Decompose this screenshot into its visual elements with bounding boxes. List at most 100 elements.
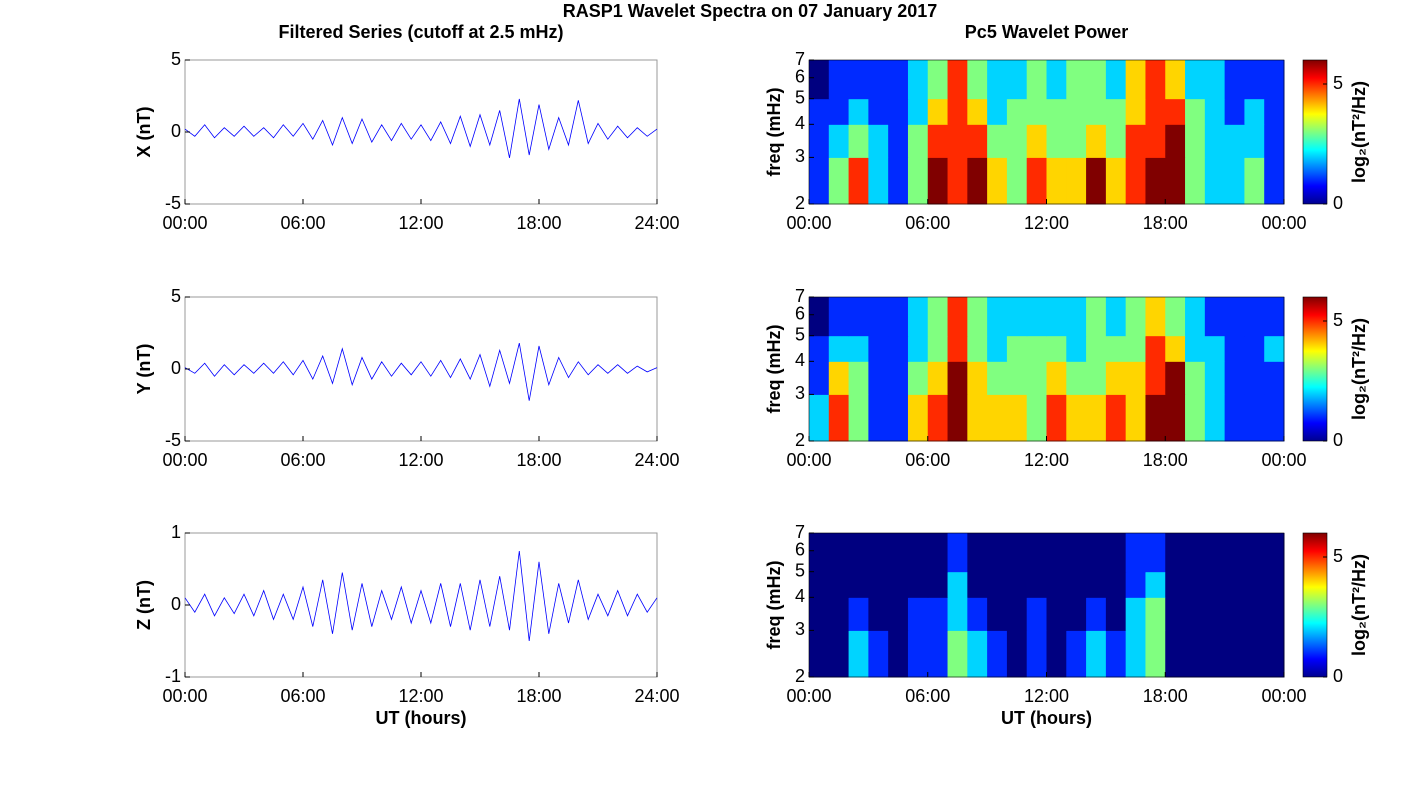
heat-cell	[1086, 157, 1107, 205]
heat-cell	[888, 124, 909, 158]
heat-cell	[848, 571, 869, 598]
x-tick-label: 06:00	[280, 686, 325, 706]
heat-cell	[907, 394, 929, 442]
x-tick-label: 06:00	[905, 686, 950, 706]
colorbar-tick-label: 0	[1333, 666, 1343, 686]
heat-cell	[828, 571, 850, 598]
heat-cell	[1026, 361, 1047, 395]
heat-cell	[1125, 157, 1146, 205]
heat-cell	[809, 630, 830, 678]
x-tick-label: 00:00	[1261, 213, 1306, 233]
x-tick-label: 00:00	[162, 686, 207, 706]
heat-cell	[1185, 630, 1206, 678]
x-tick-label: 12:00	[398, 686, 443, 706]
heat-cell	[1006, 597, 1028, 631]
heat-cell	[1224, 60, 1245, 100]
heat-cell	[1264, 98, 1285, 125]
x-tick-label: 12:00	[1024, 213, 1069, 233]
x-tick-label: 18:00	[1143, 686, 1188, 706]
heat-cell	[1244, 597, 1265, 631]
heat-cell	[947, 571, 968, 598]
colorbar-tick-label: 0	[1333, 193, 1343, 213]
heat-cell	[907, 630, 929, 678]
heat-cell	[1264, 60, 1285, 100]
heat-cell	[1105, 361, 1127, 395]
heat-cell	[1185, 571, 1206, 598]
plot-area	[184, 532, 658, 678]
colorbar	[1302, 296, 1328, 442]
heat-cell	[809, 571, 830, 598]
heat-cell	[1125, 571, 1146, 598]
heat-cell	[868, 60, 889, 100]
y-axis-label: X (nT)	[134, 107, 154, 158]
heat-cell	[907, 124, 929, 158]
heat-cell	[1006, 533, 1028, 573]
heat-cell	[888, 361, 909, 395]
heat-cell	[1165, 60, 1186, 100]
heat-cell	[1145, 361, 1166, 395]
heat-cell	[888, 630, 909, 678]
y-tick-label: 6	[795, 539, 805, 559]
panel: 00:00 06:00 12:00 18:00 24:00 -1 0 1 Z (nT) UT (h…	[134, 522, 680, 728]
heat-cell	[907, 597, 929, 631]
heat-cell	[868, 335, 889, 362]
heat-cell	[828, 124, 850, 158]
heat-cell	[1026, 335, 1047, 362]
heat-cell	[868, 297, 889, 337]
heat-cell	[1264, 630, 1285, 678]
colorbar-tick-label: 5	[1333, 73, 1343, 93]
heat-cell	[1066, 98, 1087, 125]
heat-cell	[1165, 361, 1186, 395]
heat-cell	[967, 60, 988, 100]
heat-cell	[927, 60, 949, 100]
heat-cell	[967, 533, 988, 573]
data-line	[184, 550, 658, 642]
heat-cell	[848, 335, 869, 362]
colorbar-tick-label: 0	[1333, 430, 1343, 450]
heat-cell	[987, 630, 1008, 678]
heat-cell	[848, 597, 869, 631]
heat-cell	[848, 124, 869, 158]
heat-cell	[828, 533, 850, 573]
y-tick-label: -1	[165, 666, 181, 686]
heat-cell	[1026, 597, 1047, 631]
heat-cell	[828, 335, 850, 362]
heat-cell	[1224, 124, 1245, 158]
heat-cell	[927, 597, 949, 631]
x-tick-label: 06:00	[905, 213, 950, 233]
heat-cell	[967, 597, 988, 631]
heat-cell	[809, 60, 830, 100]
heat-cell	[848, 157, 869, 205]
heat-cell	[1105, 394, 1127, 442]
colorbar	[1302, 59, 1328, 205]
heat-cell	[1264, 124, 1285, 158]
heat-cell	[1046, 157, 1067, 205]
heat-cell	[927, 571, 949, 598]
y-tick-label: 0	[171, 594, 181, 614]
heat-cell	[907, 571, 929, 598]
heat-cell	[868, 98, 889, 125]
heat-cell	[1244, 571, 1265, 598]
heat-cell	[1145, 394, 1166, 442]
heat-cell	[1204, 533, 1226, 573]
heat-cell	[1105, 98, 1127, 125]
heat-cell	[927, 394, 949, 442]
heat-cell	[907, 335, 929, 362]
heat-cell	[1026, 571, 1047, 598]
heat-cell	[947, 124, 968, 158]
heat-cell	[1006, 157, 1028, 205]
heat-cell	[848, 98, 869, 125]
heat-cell	[1006, 335, 1028, 362]
heat-cell	[967, 335, 988, 362]
x-tick-label: 18:00	[1143, 450, 1188, 470]
heat-cell	[1224, 98, 1245, 125]
heat-cell	[1026, 630, 1047, 678]
heat-cell	[1066, 297, 1087, 337]
heat-cell	[987, 571, 1008, 598]
heat-cell	[1204, 124, 1226, 158]
heat-cell	[1204, 157, 1226, 205]
heat-cell	[947, 297, 968, 337]
heat-cell	[1086, 571, 1107, 598]
heat-cell	[1086, 335, 1107, 362]
heat-cell	[868, 571, 889, 598]
